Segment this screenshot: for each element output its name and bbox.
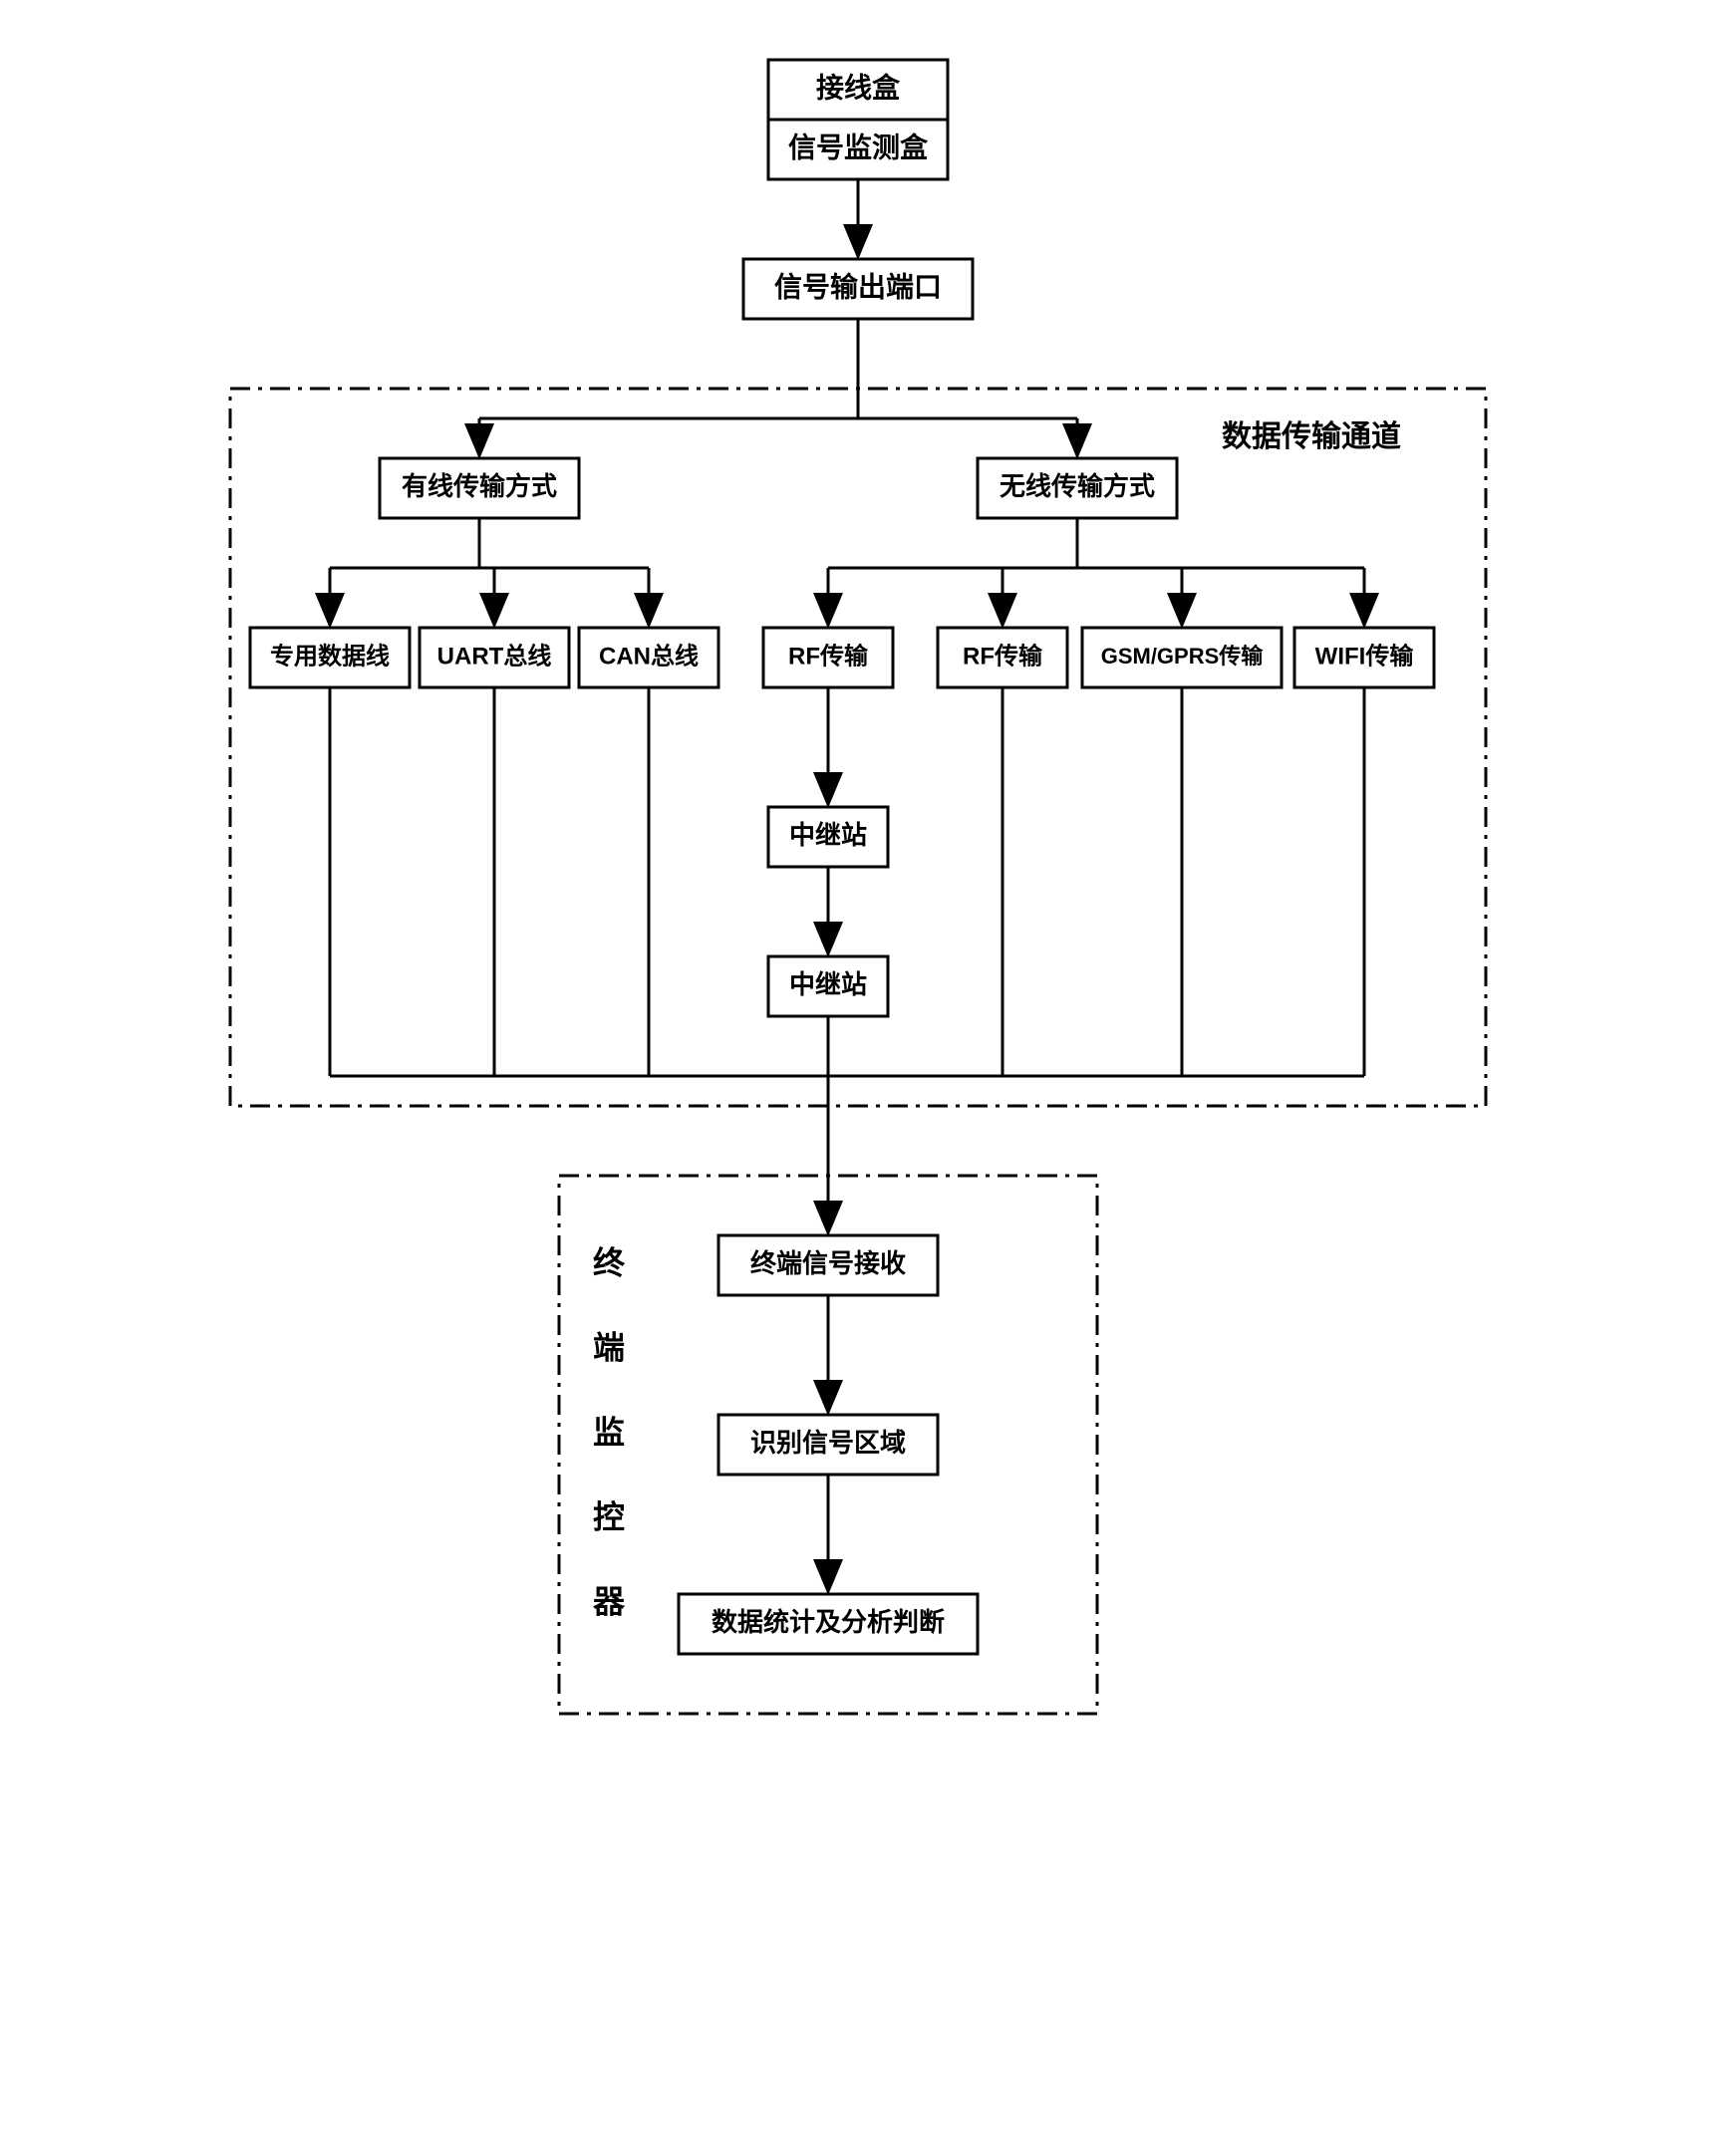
terminal-monitor-char-1: 端 (593, 1329, 625, 1365)
terminal-monitor-char-0: 终 (593, 1244, 626, 1280)
data-channel-group-label: 数据传输通道 (1222, 420, 1401, 453)
identify-signal-label: 识别信号区域 (750, 1428, 906, 1458)
rf-trans-2-label: RF传输 (963, 642, 1043, 670)
terminal-monitor-char-3: 控 (593, 1498, 625, 1534)
terminal-monitor-char-4: 器 (592, 1583, 626, 1619)
wired-mode-label: 有线传输方式 (402, 471, 557, 501)
terminal-receive-label: 终端信号接收 (750, 1248, 906, 1278)
wifi-trans-label: WIFI传输 (1315, 642, 1415, 670)
can-bus-label: CAN总线 (599, 642, 699, 670)
junction-box-label: 接线盒 (816, 71, 901, 103)
wireless-mode-label: 无线传输方式 (1000, 471, 1155, 501)
data-analysis-label: 数据统计及分析判断 (712, 1607, 945, 1637)
signal-monitor-box-label: 信号监测盒 (788, 131, 929, 162)
dedicated-data-line-label: 专用数据线 (270, 642, 390, 670)
terminal-monitor-char-2: 监 (593, 1414, 625, 1450)
signal-output-port-label: 信号输出端口 (774, 270, 942, 302)
flowchart-diagram: 接线盒 信号监测盒 信号输出端口 数据传输通道 有线传输方式 无线传输方式 专用… (190, 20, 1526, 1753)
relay-1-label: 中继站 (789, 820, 867, 850)
rf-trans-1-label: RF传输 (788, 642, 869, 670)
uart-bus-label: UART总线 (437, 642, 552, 670)
gsm-gprs-label: GSM/GPRS传输 (1101, 644, 1265, 669)
relay-2-label: 中继站 (789, 969, 867, 999)
